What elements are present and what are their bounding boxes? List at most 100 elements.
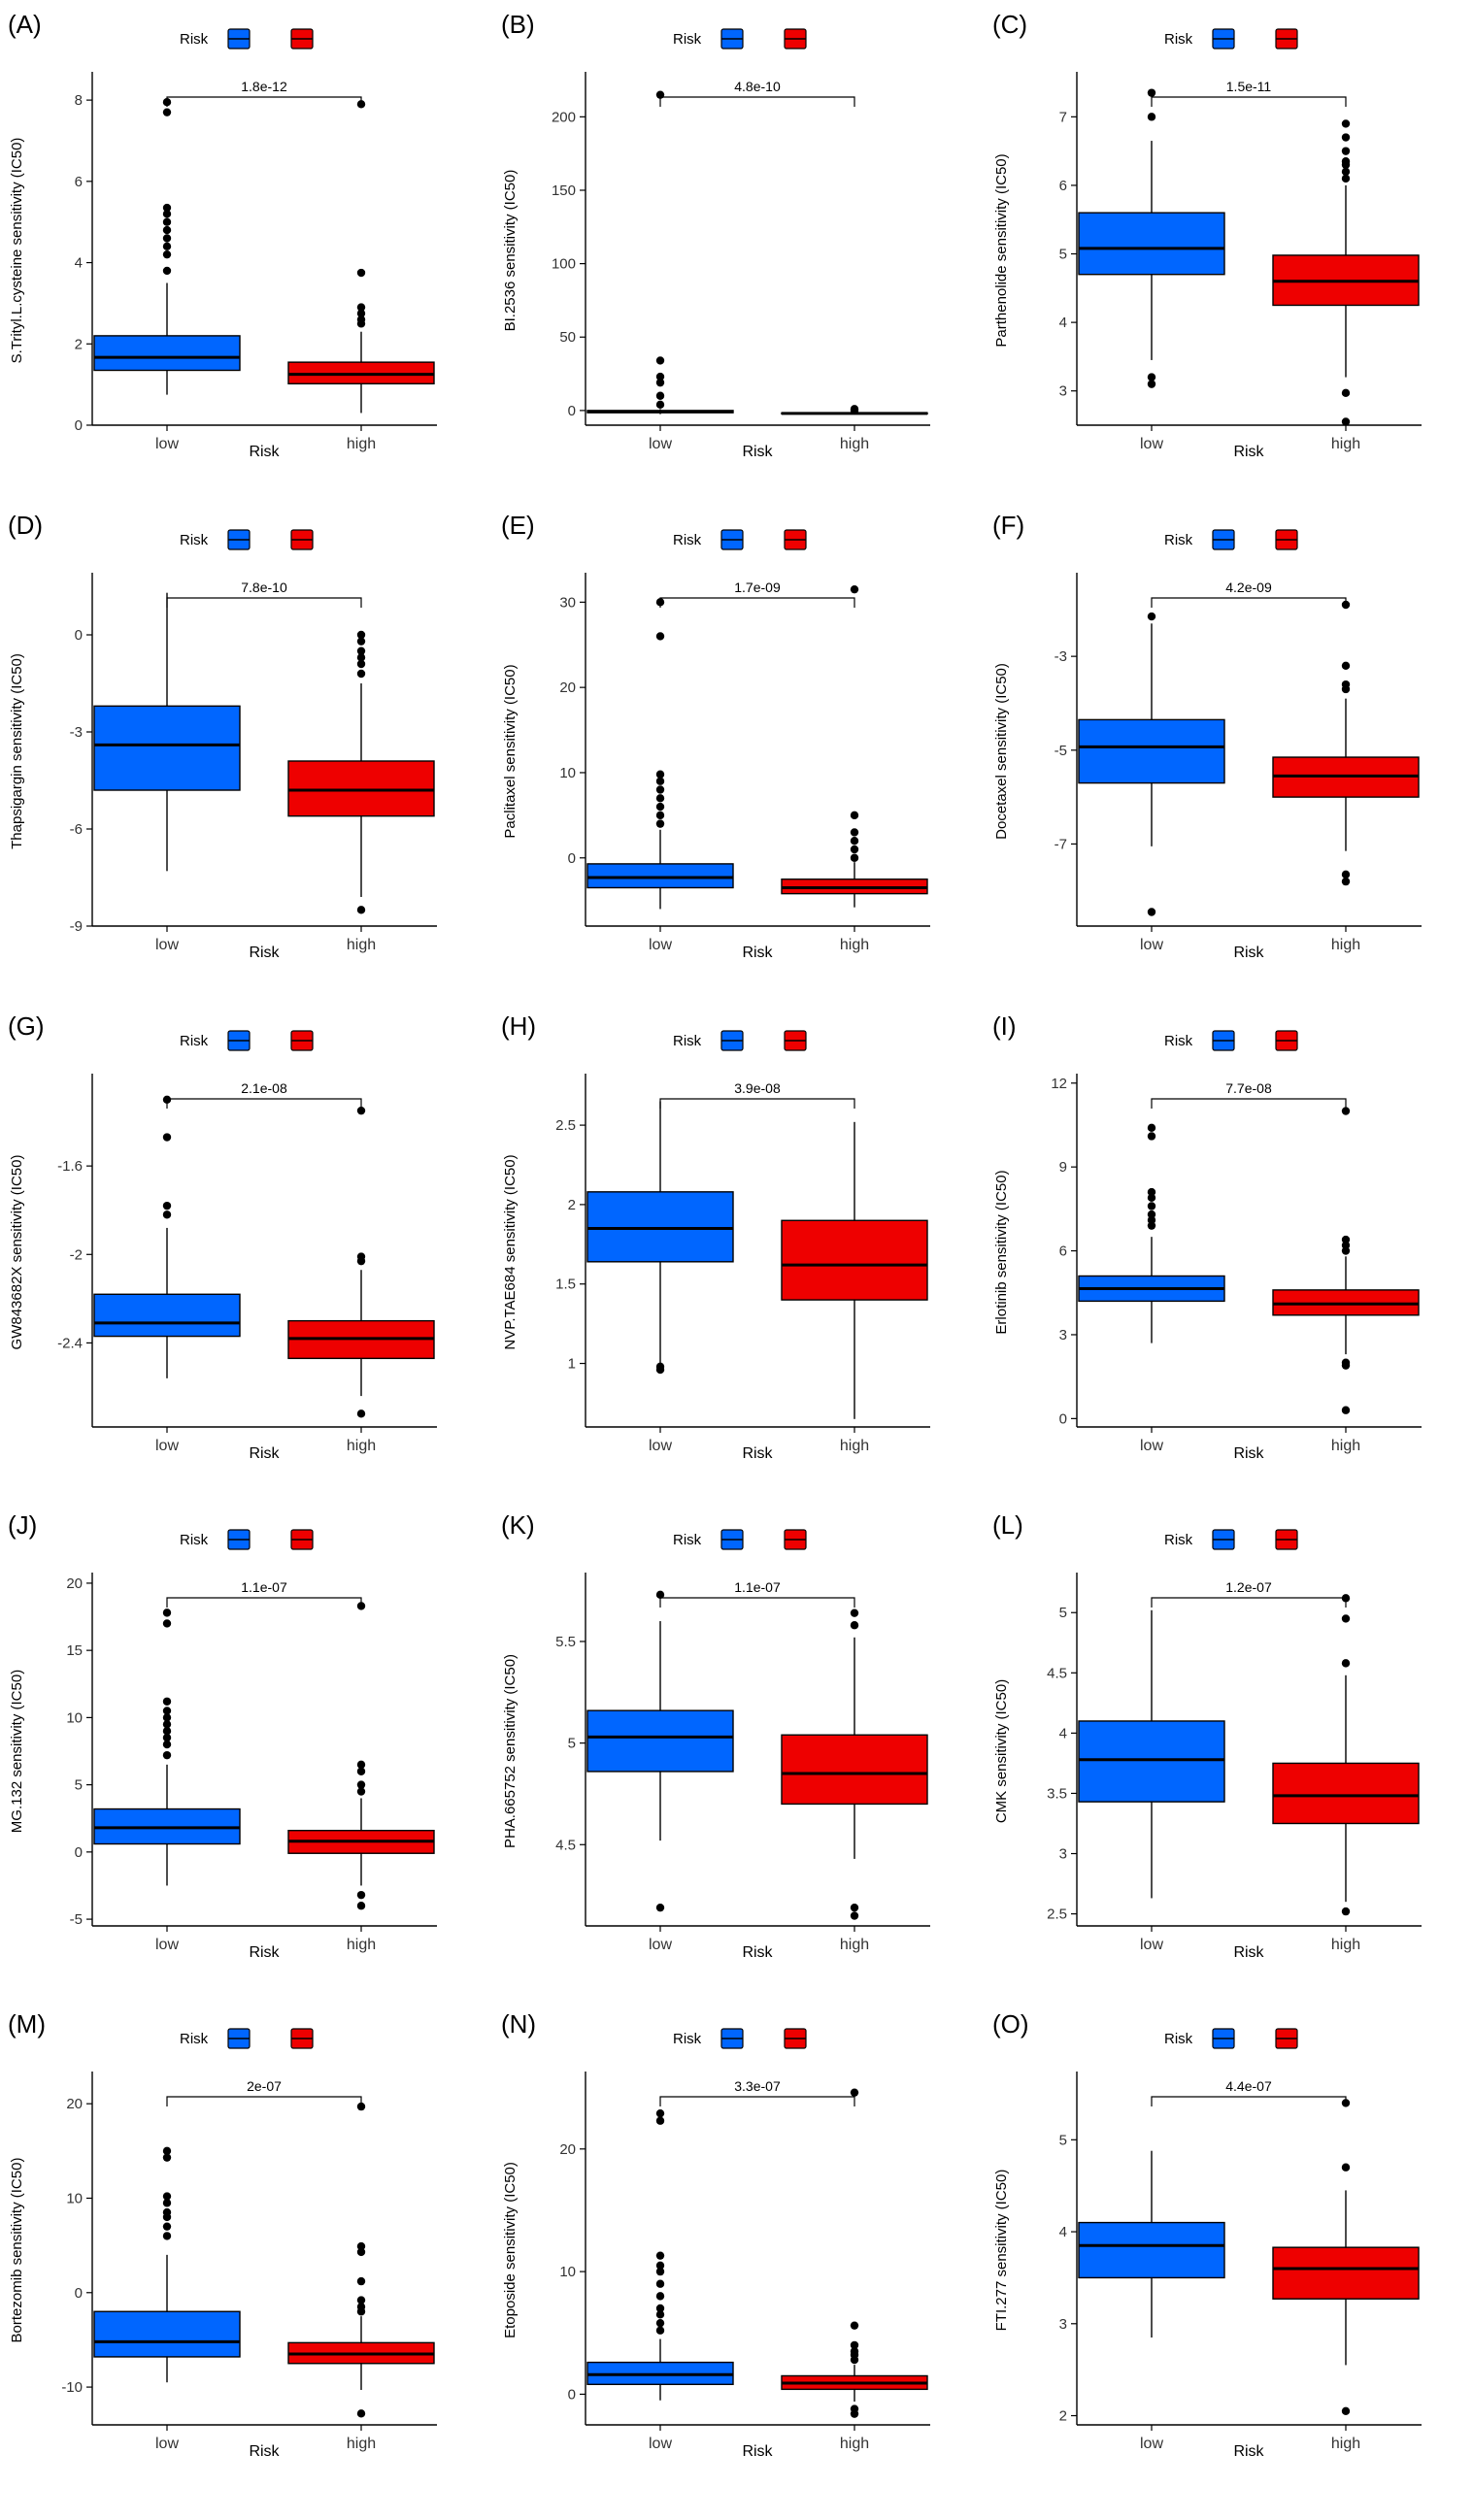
panel-label: (K) xyxy=(501,1510,535,1540)
outlier-point xyxy=(655,632,665,641)
x-axis-title: Risk xyxy=(1233,1944,1264,1961)
panel-label: (M) xyxy=(8,2009,46,2039)
x-tick-label-high: high xyxy=(347,937,376,953)
x-tick-label-low: low xyxy=(649,1937,672,1953)
y-tick-label: 100 xyxy=(552,256,576,273)
x-axis-title: Risk xyxy=(742,1445,773,1462)
outlier-point xyxy=(1341,2406,1351,2415)
y-tick-label: 0 xyxy=(75,1844,83,1861)
outlier-point xyxy=(162,1619,172,1628)
y-axis-title: BI.2536 sensitivity (IC50) xyxy=(502,170,519,332)
outlier-point xyxy=(356,637,366,646)
outlier-point xyxy=(356,659,366,669)
y-tick-label: -2 xyxy=(70,1246,83,1263)
outlier-point xyxy=(162,1740,172,1749)
outlier-point xyxy=(356,2276,366,2286)
panel-4: (D) Risk -9 -6 -3 0 Thapsigargin sensitivity (… xyxy=(8,511,437,961)
outlier-point xyxy=(1341,1614,1351,1623)
y-tick-label: 4 xyxy=(1059,2224,1067,2240)
outlier-point xyxy=(1341,157,1351,166)
y-tick-label: 10 xyxy=(66,1709,83,1726)
y-tick-label: 5 xyxy=(1059,2132,1067,2148)
y-axis-title: PHA.665752 sensitivity (IC50) xyxy=(502,1654,519,1848)
panel-label: (G) xyxy=(8,1011,45,1041)
outlier-point xyxy=(356,1767,366,1775)
y-tick-label: 0 xyxy=(75,2285,83,2302)
legend-title: Risk xyxy=(673,1033,702,1049)
outlier-point xyxy=(162,2146,172,2156)
y-tick-label: 1.5 xyxy=(555,1277,576,1293)
x-tick-label-low: low xyxy=(649,937,672,953)
outlier-point xyxy=(162,1608,172,1617)
outlier-point xyxy=(655,378,665,387)
outlier-point xyxy=(356,630,366,640)
significance-bracket xyxy=(1151,96,1347,107)
panel-label: (F) xyxy=(992,511,1024,540)
outlier-point xyxy=(356,303,366,312)
outlier-point xyxy=(655,819,665,828)
box-high xyxy=(287,100,435,414)
box-low xyxy=(93,1608,241,1886)
outlier-point xyxy=(655,1903,665,1912)
outlier-point xyxy=(655,2279,665,2288)
x-axis-title: Risk xyxy=(249,1944,280,1961)
x-tick-label-high: high xyxy=(1331,436,1360,452)
outlier-point xyxy=(655,2310,665,2319)
x-tick-label-high: high xyxy=(1331,1937,1360,1953)
y-tick-label: 3 xyxy=(1059,2316,1067,2333)
outlier-point xyxy=(655,2261,665,2270)
outlier-point xyxy=(1147,1193,1156,1203)
y-axis-title: Etoposide sensitivity (IC50) xyxy=(502,2162,519,2338)
box-high xyxy=(1272,1594,1420,1916)
box-high xyxy=(287,630,435,914)
x-tick-label-low: low xyxy=(1140,2436,1163,2452)
box-low xyxy=(1078,1609,1225,1899)
x-axis-title: Risk xyxy=(1233,1445,1264,1462)
p-value-label: 3.9e-08 xyxy=(734,1080,781,1096)
outlier-point xyxy=(1147,1123,1156,1133)
outlier-point xyxy=(655,2318,665,2328)
outlier-point xyxy=(850,2404,859,2413)
outlier-point xyxy=(1341,1907,1351,1916)
y-tick-label: 7 xyxy=(1059,109,1067,125)
panel-label: (B) xyxy=(501,10,535,39)
legend-title: Risk xyxy=(1164,1532,1193,1548)
x-axis-title: Risk xyxy=(249,945,280,961)
outlier-point xyxy=(356,268,366,278)
y-axis-title: Paclitaxel sensitivity (IC50) xyxy=(502,664,519,838)
y-tick-label: 0 xyxy=(568,403,576,419)
outlier-point xyxy=(1341,2163,1351,2172)
significance-bracket xyxy=(166,96,362,107)
x-tick-label-high: high xyxy=(840,1937,869,1953)
box-high xyxy=(781,1608,928,1920)
y-axis-title: MG.132 sensitivity (IC50) xyxy=(9,1670,25,1833)
box-low xyxy=(93,2146,241,2383)
outlier-point xyxy=(162,234,172,243)
x-tick-label-high: high xyxy=(347,436,376,452)
y-tick-label: -3 xyxy=(1055,648,1067,665)
panel-label: (J) xyxy=(8,1510,37,1540)
box-high xyxy=(1272,2099,1420,2415)
outlier-point xyxy=(356,1787,366,1796)
outlier-point xyxy=(1341,388,1351,398)
outlier-point xyxy=(1147,88,1156,97)
outlier-point xyxy=(655,2304,665,2313)
box-iqr xyxy=(93,2310,241,2358)
box-low xyxy=(93,98,241,395)
outlier-point xyxy=(356,653,366,662)
x-tick-label-low: low xyxy=(649,1438,672,1454)
outlier-point xyxy=(850,811,859,820)
y-tick-label: 20 xyxy=(66,1575,83,1592)
outlier-point xyxy=(356,1760,366,1770)
outlier-point xyxy=(162,2232,172,2240)
y-tick-label: 0 xyxy=(75,417,83,434)
x-tick-label-low: low xyxy=(1140,937,1163,953)
panel-15: (O) Risk 2 3 4 5 FTI.277 sensitivity (IC50) low… xyxy=(992,2009,1422,2460)
y-tick-label: 200 xyxy=(552,109,576,125)
outlier-point xyxy=(850,584,859,594)
box-iqr xyxy=(586,1709,734,1773)
significance-bracket xyxy=(659,1098,855,1109)
outlier-point xyxy=(1147,908,1156,916)
y-tick-label: 10 xyxy=(559,2264,576,2280)
